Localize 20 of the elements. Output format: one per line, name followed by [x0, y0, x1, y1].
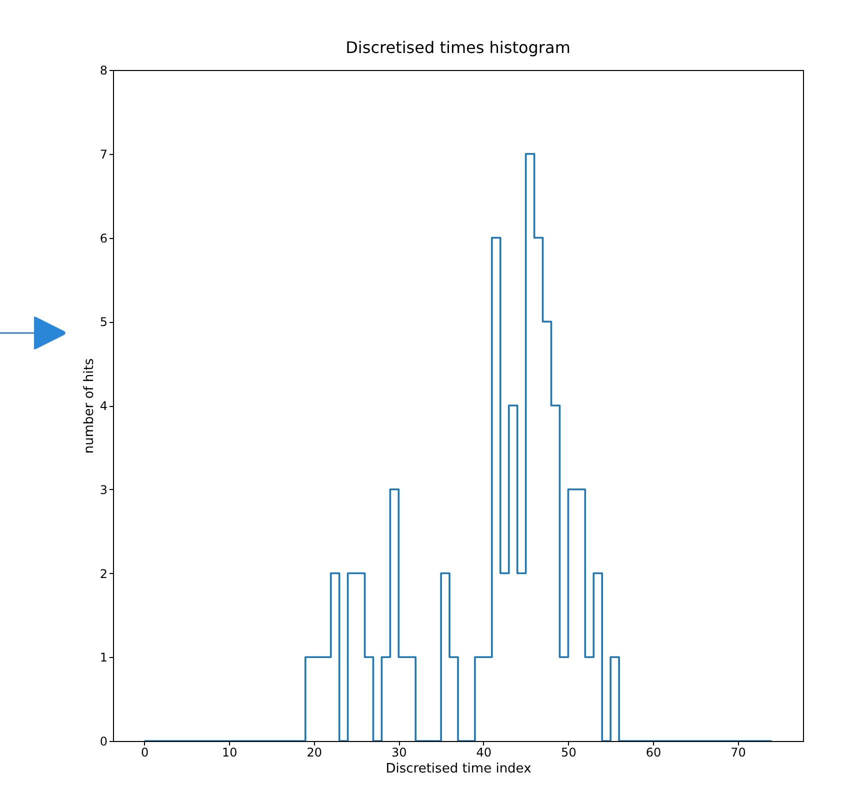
x-tick-label: 10: [222, 746, 238, 760]
y-tick-label: 3: [100, 482, 108, 497]
y-axis-title: number of hits: [82, 358, 97, 454]
chart-title: Discretised times histogram: [346, 38, 570, 57]
x-tick-label: 60: [646, 746, 662, 760]
y-tick-label: 8: [100, 64, 108, 78]
x-tick-label: 70: [730, 746, 746, 760]
x-tick-label: 20: [306, 746, 322, 760]
y-tick-label: 6: [100, 231, 108, 246]
y-tick-label: 2: [100, 566, 108, 581]
y-tick-label: 5: [100, 315, 108, 330]
x-tick-label: 40: [476, 746, 492, 760]
x-tick-label: 50: [561, 746, 576, 760]
y-tick-label: 0: [100, 734, 108, 748]
y-tick-label: 7: [100, 147, 108, 162]
y-tick-label: 4: [100, 399, 108, 413]
x-tick-label: 30: [392, 746, 407, 760]
x-axis-title: Discretised time index: [386, 762, 532, 776]
y-tick-label: 1: [100, 650, 108, 665]
x-tick-label: 0: [141, 746, 149, 760]
